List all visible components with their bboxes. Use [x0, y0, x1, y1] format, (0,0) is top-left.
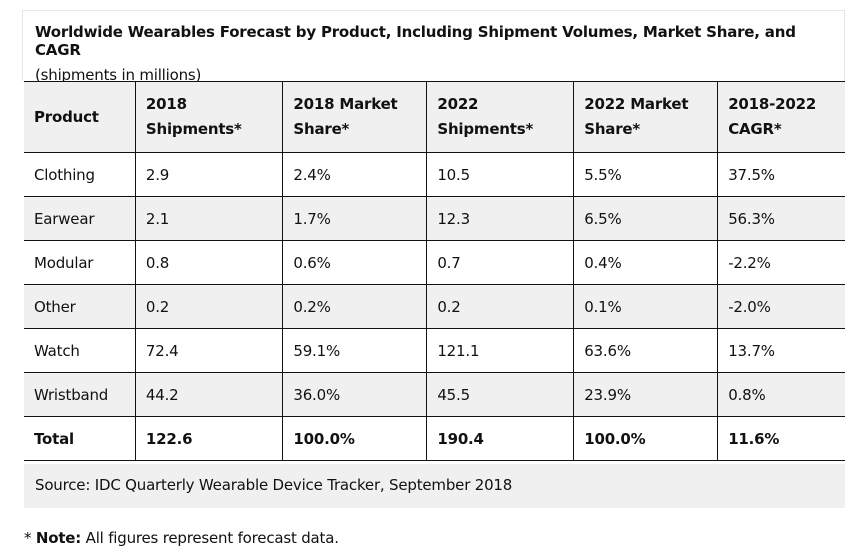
- table-row: Wristband 44.2 36.0% 45.5 23.9% 0.8%: [24, 372, 845, 417]
- footnote-label: Note:: [35, 529, 82, 547]
- column-header: 2022 Shipments*: [426, 81, 575, 153]
- column-header: 2022 Market Share*: [573, 81, 719, 153]
- table-subtitle: (shipments in millions): [35, 66, 202, 84]
- value-cell: 12.3: [426, 196, 575, 241]
- value-cell: 59.1%: [282, 328, 428, 373]
- value-cell: 0.8%: [717, 372, 845, 417]
- table-caption: Worldwide Wearables Forecast by Product,…: [22, 10, 845, 84]
- value-cell: 44.2: [134, 372, 284, 417]
- value-cell: 6.5%: [573, 196, 719, 241]
- product-cell: Watch: [24, 328, 136, 373]
- value-cell: 121.1: [426, 328, 575, 373]
- value-cell: 10.5: [426, 152, 575, 197]
- footnote: * Note: All figures represent forecast d…: [24, 529, 339, 547]
- value-cell: 2.9: [134, 152, 284, 197]
- value-cell: 122.6: [134, 416, 284, 461]
- total-row: Total 122.6 100.0% 190.4 100.0% 11.6%: [24, 416, 845, 461]
- value-cell: 23.9%: [573, 372, 719, 417]
- value-cell: 13.7%: [717, 328, 845, 373]
- value-cell: 0.2: [426, 284, 575, 329]
- product-cell: Other: [24, 284, 136, 329]
- product-cell: Wristband: [24, 372, 136, 417]
- value-cell: 0.8: [134, 240, 284, 285]
- value-cell: 2.4%: [282, 152, 428, 197]
- value-cell: 0.2%: [282, 284, 428, 329]
- value-cell: 0.1%: [573, 284, 719, 329]
- value-cell: 11.6%: [717, 416, 845, 461]
- column-header: Product: [24, 81, 136, 153]
- value-cell: 36.0%: [282, 372, 428, 417]
- value-cell: 45.5: [426, 372, 575, 417]
- table-row: Other 0.2 0.2% 0.2 0.1% -2.0%: [24, 284, 845, 329]
- column-header: 2018 Shipments*: [134, 81, 284, 153]
- product-cell: Modular: [24, 240, 136, 285]
- product-cell: Earwear: [24, 196, 136, 241]
- table-row: Clothing 2.9 2.4% 10.5 5.5% 37.5%: [24, 152, 845, 197]
- table-row: Watch 72.4 59.1% 121.1 63.6% 13.7%: [24, 328, 845, 373]
- product-cell: Clothing: [24, 152, 136, 197]
- value-cell: 56.3%: [717, 196, 845, 241]
- footnote-asterisk: *: [24, 529, 36, 547]
- value-cell: 100.0%: [282, 416, 428, 461]
- value-cell: -2.0%: [717, 284, 845, 329]
- footnote-text: All figures represent forecast data.: [81, 529, 339, 547]
- value-cell: 1.7%: [282, 196, 428, 241]
- value-cell: 190.4: [426, 416, 575, 461]
- source-note: Source: IDC Quarterly Wearable Device Tr…: [24, 464, 845, 508]
- forecast-table: Product 2018 Shipments* 2018 Market Share* 20…: [24, 81, 845, 461]
- value-cell: 5.5%: [573, 152, 719, 197]
- value-cell: 0.6%: [282, 240, 428, 285]
- product-cell: Total: [24, 416, 136, 461]
- value-cell: 37.5%: [717, 152, 845, 197]
- column-header: 2018-2022 CAGR*: [717, 81, 845, 153]
- value-cell: 0.7: [426, 240, 575, 285]
- header-row: Product 2018 Shipments* 2018 Market Share* 20…: [24, 81, 845, 153]
- table-row: Modular 0.8 0.6% 0.7 0.4% -2.2%: [24, 240, 845, 285]
- value-cell: -2.2%: [717, 240, 845, 285]
- value-cell: 100.0%: [573, 416, 719, 461]
- value-cell: 72.4: [134, 328, 284, 373]
- value-cell: 0.4%: [573, 240, 719, 285]
- value-cell: 0.2: [134, 284, 284, 329]
- value-cell: 2.1: [134, 196, 284, 241]
- column-header: 2018 Market Share*: [282, 81, 428, 153]
- table-title: Worldwide Wearables Forecast by Product,…: [35, 23, 796, 59]
- table-row: Earwear 2.1 1.7% 12.3 6.5% 56.3%: [24, 196, 845, 241]
- value-cell: 63.6%: [573, 328, 719, 373]
